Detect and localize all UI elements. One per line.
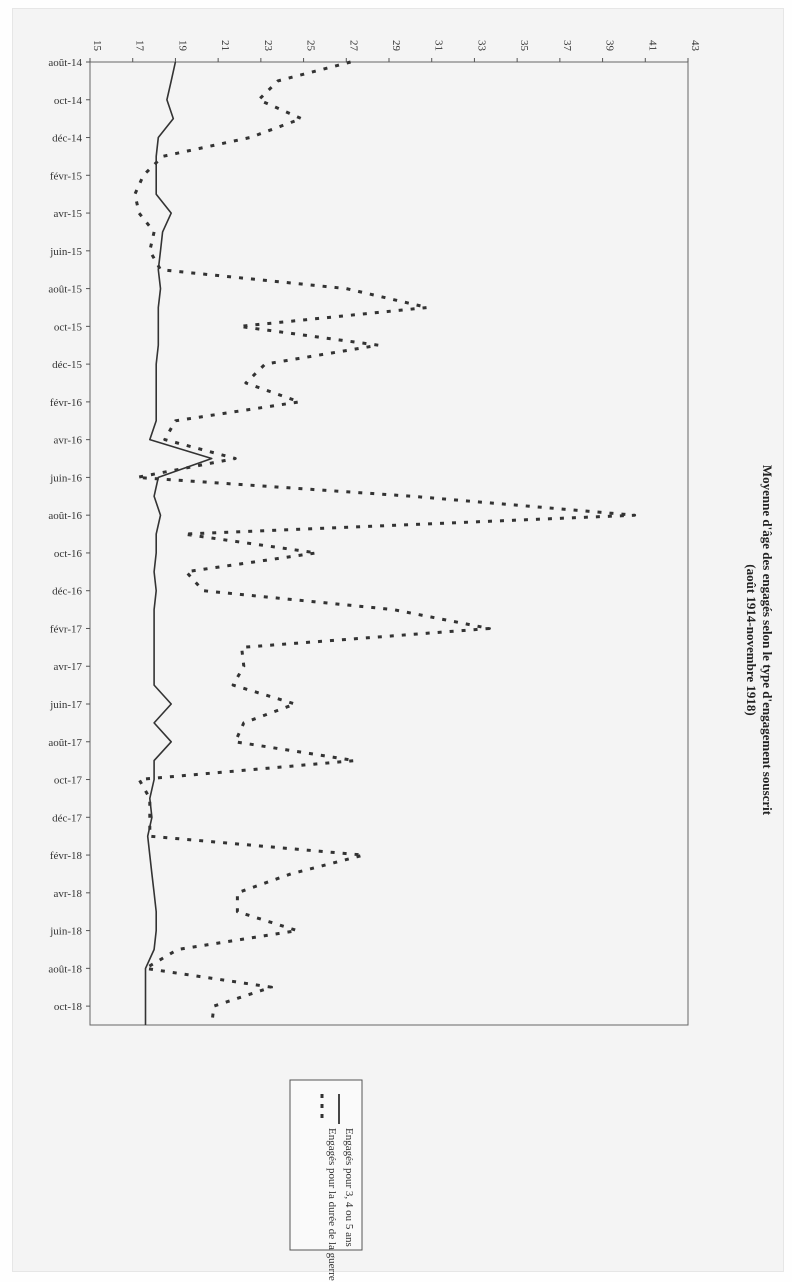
plot-area <box>89 61 689 1026</box>
time-tick-label: août-18 <box>48 963 82 975</box>
value-tick-group: 37 <box>561 40 573 52</box>
time-tick-label: avr-16 <box>54 435 83 447</box>
time-tick-label: août-15 <box>48 284 82 296</box>
time-tick-label: juin-15 <box>49 246 82 258</box>
value-tick-group: 27 <box>347 40 359 52</box>
time-tick-label: oct-18 <box>54 1001 83 1013</box>
time-tick-label: déc-16 <box>52 586 82 598</box>
legend-label-group-1: Engagés pour 3, 4 ou 5 ans <box>343 1128 355 1247</box>
title-group: Moyenne d'âge des engagés selon le type … <box>744 465 775 816</box>
time-tick-label: oct-16 <box>54 548 83 560</box>
axes-layer: 15 17 19 21 23 25 27 29 31 33 35 37 39 41 43 août-14 oct… <box>48 40 701 1013</box>
time-tick-label: oct-17 <box>54 775 83 787</box>
time-tick-label: déc-14 <box>52 133 82 145</box>
value-tick-group: 15 <box>91 40 103 52</box>
time-tick-label: févr-17 <box>50 623 83 635</box>
value-tick-label: 41 <box>646 40 658 51</box>
time-tick-label: oct-14 <box>54 95 83 107</box>
value-tick-group: 19 <box>176 40 188 52</box>
value-tick-group: 43 <box>689 40 701 52</box>
time-tick-label: févr-18 <box>50 850 83 862</box>
value-tick-label: 33 <box>475 40 487 52</box>
chart-title: Moyenne d'âge des engagés selon le type … <box>760 465 775 816</box>
value-tick-label: 35 <box>518 40 530 52</box>
time-tick-label: déc-17 <box>52 812 82 824</box>
value-tick-group: 33 <box>475 40 487 52</box>
time-tick-label: déc-15 <box>52 359 82 371</box>
time-tick-label: juin-17 <box>49 699 82 711</box>
series-layer <box>133 60 637 1026</box>
scanned-sheet <box>12 8 784 1272</box>
value-tick-label: 27 <box>347 40 359 52</box>
chart-subtitle: (août 1914-novembre 1918) <box>744 564 759 715</box>
series-line-duree-guerre <box>133 60 637 1026</box>
time-tick-label: août-16 <box>48 510 82 522</box>
value-tick-group: 29 <box>390 40 402 52</box>
legend-label-solid: Engagés pour 3, 4 ou 5 ans <box>343 1128 355 1247</box>
value-tick-group: 25 <box>305 40 317 52</box>
value-tick-group: 17 <box>134 40 146 52</box>
time-tick-label: août-14 <box>48 57 82 69</box>
value-tick-label: 29 <box>390 40 402 52</box>
value-tick-label: 37 <box>561 40 573 52</box>
time-tick-label: févr-15 <box>50 170 83 182</box>
value-tick-label: 31 <box>433 40 445 51</box>
value-tick-group: 39 <box>604 40 616 52</box>
legend: Engagés pour 3, 4 ou 5 ans Engagés pour … <box>289 1079 363 1281</box>
title-layer: Moyenne d'âge des engagés selon le type … <box>744 465 775 816</box>
value-tick-label: 21 <box>219 40 231 51</box>
value-tick-label: 17 <box>134 40 146 52</box>
time-tick-label: juin-16 <box>49 472 82 484</box>
legend-label-group-2: Engagés pour la durée de la guerre <box>326 1128 338 1281</box>
value-tick-label: 39 <box>604 40 616 52</box>
time-tick-label: avr-18 <box>54 888 83 900</box>
value-tick-label: 25 <box>305 40 317 52</box>
value-tick-group: 41 <box>646 40 658 51</box>
value-tick-group: 23 <box>262 40 274 52</box>
time-tick-label: oct-15 <box>54 321 83 333</box>
value-tick-label: 15 <box>91 40 103 52</box>
series-line-3-4-5-ans <box>144 61 213 1025</box>
time-tick-label: avr-17 <box>54 661 83 673</box>
legend-label-dashed: Engagés pour la durée de la guerre <box>326 1128 338 1281</box>
value-tick-group: 35 <box>518 40 530 52</box>
value-tick-label: 23 <box>262 40 274 52</box>
value-tick-label: 43 <box>689 40 701 52</box>
time-tick-label: juin-18 <box>49 926 82 938</box>
time-tick-label: août-17 <box>48 737 82 749</box>
plot-frame-layer <box>89 61 689 1026</box>
value-tick-group: 21 <box>219 40 231 51</box>
time-tick-label: févr-16 <box>50 397 83 409</box>
value-tick-label: 19 <box>176 40 188 52</box>
legend-box <box>289 1079 363 1251</box>
time-tick-label: avr-15 <box>54 208 83 220</box>
value-tick-group: 31 <box>433 40 445 51</box>
